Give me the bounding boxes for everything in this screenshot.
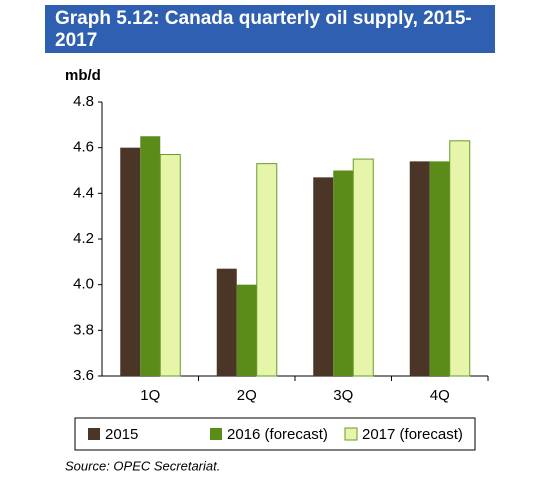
- bar: [429, 161, 450, 376]
- y-tick-label: 3.8: [73, 321, 94, 338]
- legend-label: 2017 (forecast): [362, 426, 463, 443]
- bar: [120, 147, 141, 376]
- y-tick-label: 4.4: [73, 184, 94, 201]
- legend-box: [74, 417, 476, 451]
- bar: [216, 268, 237, 376]
- source-note: Source: OPEC Secretariat.: [65, 458, 220, 473]
- bar: [333, 170, 354, 376]
- bar: [409, 161, 430, 376]
- y-tick-label: 4.0: [73, 276, 94, 293]
- y-tick-label: 4.8: [73, 93, 94, 110]
- y-tick-label: 4.6: [73, 139, 94, 156]
- chart-title: Graph 5.12: Canada quarterly oil supply,…: [45, 5, 495, 53]
- bar: [236, 284, 257, 376]
- bar: [140, 136, 161, 376]
- bar: [352, 158, 374, 377]
- y-axis-label: mb/d: [65, 67, 101, 84]
- legend-swatch: [210, 428, 222, 440]
- bar: [256, 163, 278, 377]
- legend-swatch: [88, 428, 100, 440]
- bar: [313, 177, 334, 376]
- x-tick-label: 2Q: [237, 387, 257, 404]
- x-tick-label: 4Q: [430, 387, 450, 404]
- bar: [449, 140, 471, 377]
- x-tick-label: 3Q: [333, 387, 353, 404]
- legend-label: 2015: [105, 426, 138, 443]
- bar: [159, 154, 181, 377]
- y-tick-label: 4.2: [73, 230, 94, 247]
- y-tick-label: 3.6: [73, 367, 94, 384]
- x-tick-label: 1Q: [140, 387, 160, 404]
- legend-swatch: [344, 427, 358, 441]
- legend-label: 2016 (forecast): [227, 426, 328, 443]
